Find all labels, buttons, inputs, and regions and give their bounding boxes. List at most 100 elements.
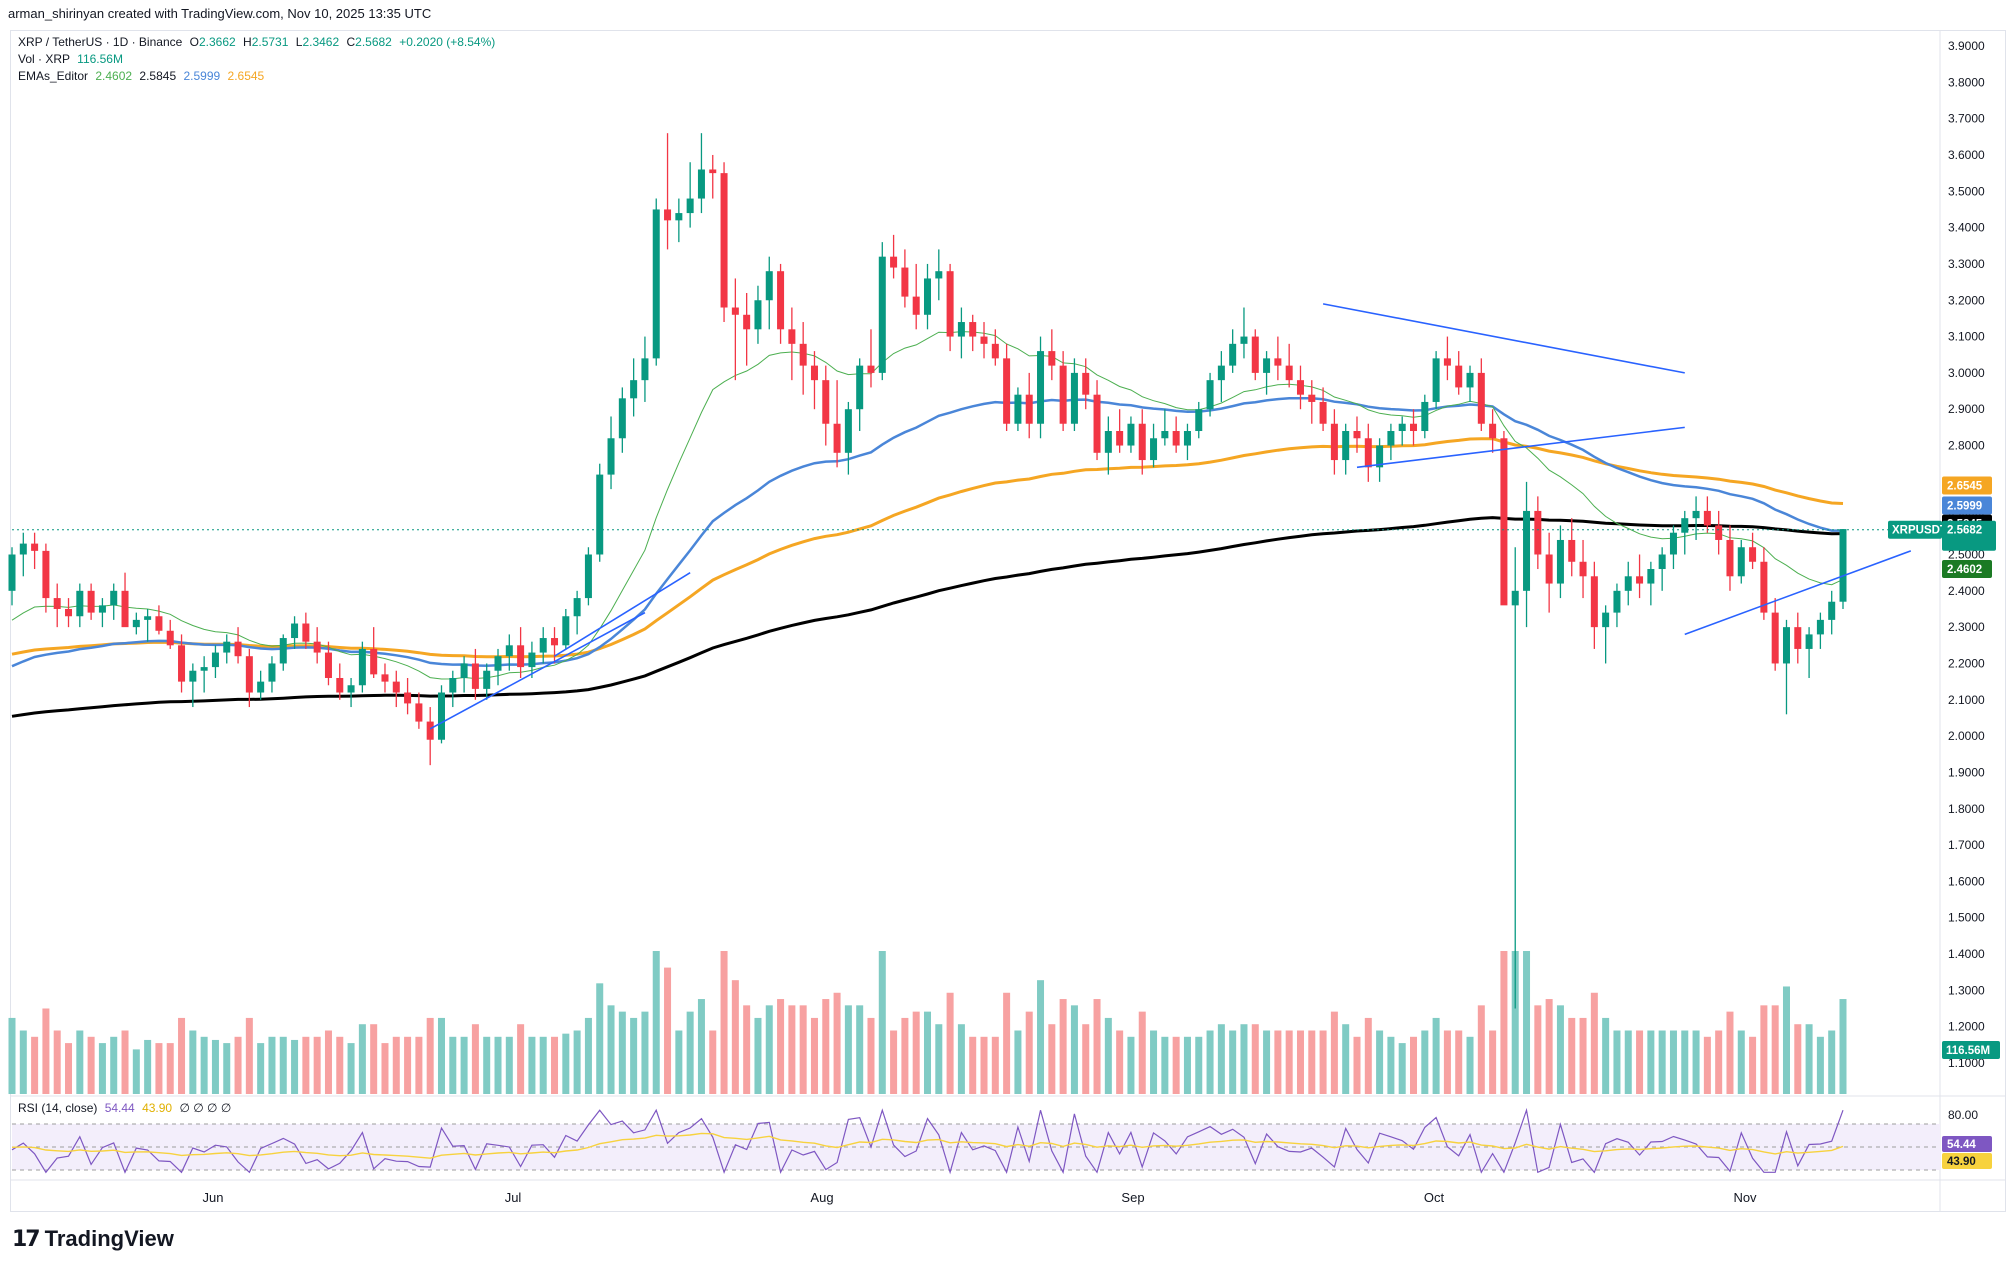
candle-body	[415, 703, 423, 722]
volume-bar	[551, 1036, 559, 1094]
y-tick-label: 2.2000	[1948, 656, 1985, 670]
volume-bar	[1545, 999, 1553, 1094]
tradingview-logo: 𝟭𝟳 TradingView	[12, 1226, 174, 1251]
volume-bar	[1070, 1005, 1078, 1094]
volume-bar	[1127, 1036, 1135, 1094]
volume-bar	[1330, 1011, 1338, 1094]
chart-legend: XRP / TetherUS · 1D · Binance O2.3662 H2…	[18, 34, 495, 85]
candle-body	[471, 663, 479, 689]
candle-body	[1127, 423, 1135, 446]
y-tick-label: 3.6000	[1948, 148, 1985, 162]
candle-body	[822, 380, 830, 424]
volume-bar	[720, 951, 728, 1094]
volume-bar	[1692, 1030, 1700, 1094]
candle-body	[1421, 401, 1429, 432]
volume-bar	[664, 967, 672, 1094]
candle-body	[528, 652, 536, 668]
volume-bar	[19, 1030, 27, 1094]
candle-body	[302, 623, 310, 642]
symbol-legend-row[interactable]: XRP / TetherUS · 1D · Binance O2.3662 H2…	[18, 34, 495, 51]
volume-bar	[641, 1011, 649, 1094]
candle-body	[392, 681, 400, 693]
candle-body	[505, 645, 513, 657]
candle-body	[573, 598, 581, 617]
volume-bar	[923, 1011, 932, 1094]
rsi-ma-tag: 43.90	[1947, 1156, 1976, 1168]
rsi-ma-line	[11, 1132, 1844, 1159]
y-tick-label: 1.5000	[1948, 911, 1985, 925]
volume-bar	[324, 1030, 332, 1094]
candle-body	[1636, 576, 1644, 584]
volume-bar	[1251, 1024, 1259, 1094]
ema50-line	[11, 396, 1843, 668]
candle-body	[110, 590, 118, 606]
rsi-legend[interactable]: RSI (14, close) 54.44 43.90 ∅ ∅ ∅ ∅	[18, 1101, 231, 1115]
volume-bar	[155, 1043, 163, 1094]
candle-body	[867, 365, 875, 373]
candle-body	[1511, 590, 1519, 606]
volume-bar	[1636, 1030, 1644, 1094]
candle-body	[1805, 634, 1813, 649]
candle-body	[1715, 525, 1723, 540]
candle-body	[87, 590, 95, 613]
candle-body	[1387, 431, 1395, 446]
candle-body	[144, 616, 152, 620]
volume-bar	[1116, 1030, 1124, 1094]
symbol-tag: XRPUSDT	[1892, 525, 1947, 537]
volume-bar	[87, 1036, 95, 1094]
candle-body	[1217, 365, 1225, 381]
volume-legend-row[interactable]: Vol · XRP 116.56M	[18, 51, 495, 68]
volume-bar	[1749, 1036, 1757, 1094]
volume-bar	[1274, 1030, 1282, 1094]
volume-bar	[777, 999, 785, 1094]
volume-bar	[166, 1043, 174, 1094]
candle-body	[313, 641, 321, 653]
candle-body	[1093, 394, 1101, 453]
volume-bar	[1590, 992, 1598, 1094]
volume-bar	[1624, 1030, 1632, 1094]
candle-body	[777, 271, 785, 330]
volume-bar	[1579, 1017, 1587, 1094]
candle-body	[1319, 401, 1327, 424]
ema-legend-row[interactable]: EMAs_Editor 2.4602 2.5845 2.5999 2.6545	[18, 68, 495, 85]
rsi-ma-value: 43.90	[142, 1101, 173, 1115]
candle-body	[42, 550, 50, 599]
volume-bar	[1308, 1030, 1316, 1094]
candle-body	[630, 380, 638, 399]
candle-body	[1025, 394, 1033, 424]
volume-bar	[912, 1011, 920, 1094]
volume-bar	[449, 1036, 457, 1094]
volume-bar	[957, 1024, 965, 1094]
candle-body	[980, 336, 988, 344]
candle-body	[1590, 576, 1598, 628]
candle-body	[1410, 423, 1418, 432]
candle-body	[1082, 372, 1090, 395]
volume-bar	[822, 999, 830, 1094]
volume-bar	[1150, 1030, 1158, 1094]
rsi-value-tag-bg	[1942, 1136, 1992, 1152]
candle-body	[178, 645, 186, 682]
volume-bar	[1353, 1036, 1361, 1094]
candle-body	[1059, 365, 1067, 424]
candle-body	[268, 663, 276, 682]
x-tick-label: Nov	[1733, 1190, 1757, 1205]
candle-body	[279, 638, 287, 664]
volume-bar	[788, 1005, 796, 1094]
volume-bar	[1342, 1024, 1350, 1094]
volume-bar	[1025, 1011, 1033, 1094]
volume-bar	[189, 1030, 197, 1094]
y-tick-label: 1.8000	[1948, 802, 1985, 816]
candle-body	[1229, 343, 1237, 366]
y-tick-label: 1.9000	[1948, 765, 1985, 779]
volume-bar	[596, 983, 604, 1094]
candle-body	[991, 343, 999, 359]
candle-body	[810, 365, 818, 381]
y-tick-label: 3.9000	[1948, 39, 1985, 53]
volume-bar	[245, 1017, 253, 1094]
volume-bar	[132, 1049, 140, 1094]
volume-bar	[1760, 1005, 1768, 1094]
candle-body	[121, 590, 129, 628]
y-tick-label: 2.5000	[1948, 548, 1985, 562]
candle-body	[1579, 561, 1587, 577]
